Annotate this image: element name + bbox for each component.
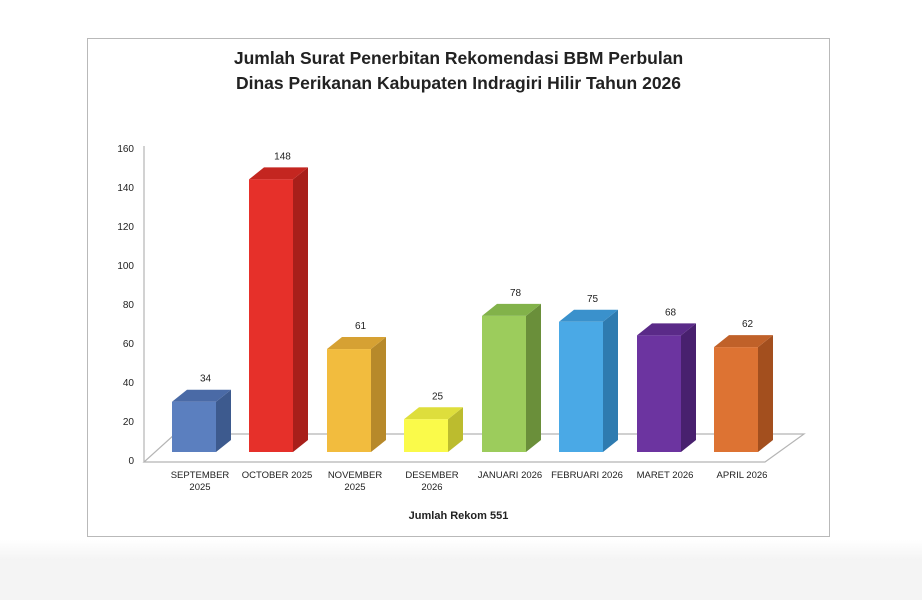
x-tick-label: OCTOBER 2025 (241, 470, 313, 481)
bar-value-label: 148 (274, 151, 291, 162)
bar[interactable]: 62 (714, 319, 773, 452)
y-tick-label: 0 (128, 456, 134, 467)
y-tick-label: 160 (117, 144, 134, 155)
bar-value-label: 34 (200, 374, 212, 385)
y-tick-label: 120 (117, 222, 134, 233)
bar-value-label: 68 (665, 307, 677, 318)
bar-value-label: 25 (432, 391, 444, 402)
y-tick-label: 80 (123, 300, 135, 311)
bar[interactable]: 25 (404, 391, 463, 452)
y-axis: 0 20 40 60 80 100 120 140 160 (117, 144, 145, 467)
bar[interactable]: 148 (249, 151, 308, 452)
chart-floor (142, 433, 806, 463)
y-tick-label: 40 (123, 378, 135, 389)
x-tick-label: NOVEMBER 2025 (327, 470, 383, 493)
chart-title-line-2: Dinas Perikanan Kabupaten Indragiri Hili… (235, 73, 682, 93)
x-tick-label: FEBRUARI 2026 (551, 470, 623, 481)
bar[interactable]: 78 (482, 288, 541, 452)
y-tick-label: 60 (123, 339, 135, 350)
bar[interactable]: 68 (637, 307, 696, 452)
bar-value-label: 62 (742, 319, 754, 330)
x-tick-label: MARET 2026 (636, 470, 694, 481)
chart-title-line-1: Jumlah Surat Penerbitan Rekomendasi BBM … (233, 48, 684, 68)
y-tick-label: 20 (123, 417, 135, 428)
x-tick-label: SEPTEMBER 2025 (170, 470, 230, 493)
bar[interactable]: 34 (172, 374, 231, 452)
x-tick-label: JANUARI 2026 (477, 470, 543, 481)
chart-title: Jumlah Surat Penerbitan Rekomendasi BBM … (87, 46, 830, 96)
bar-value-label: 75 (587, 294, 599, 305)
x-tick-label: APRIL 2026 (716, 470, 768, 481)
bar-series: 34 148 61 25 78 75 68 62 (172, 151, 773, 452)
x-axis-title: Jumlah Rekom 551 (408, 510, 509, 522)
y-tick-label: 100 (117, 261, 134, 272)
bar[interactable]: 61 (327, 321, 386, 452)
y-tick-label: 140 (117, 183, 134, 194)
bar-value-label: 61 (355, 321, 367, 332)
x-tick-label: DESEMBER 2026 (405, 470, 459, 493)
bar-value-label: 78 (510, 288, 522, 299)
bar[interactable]: 75 (559, 294, 618, 452)
